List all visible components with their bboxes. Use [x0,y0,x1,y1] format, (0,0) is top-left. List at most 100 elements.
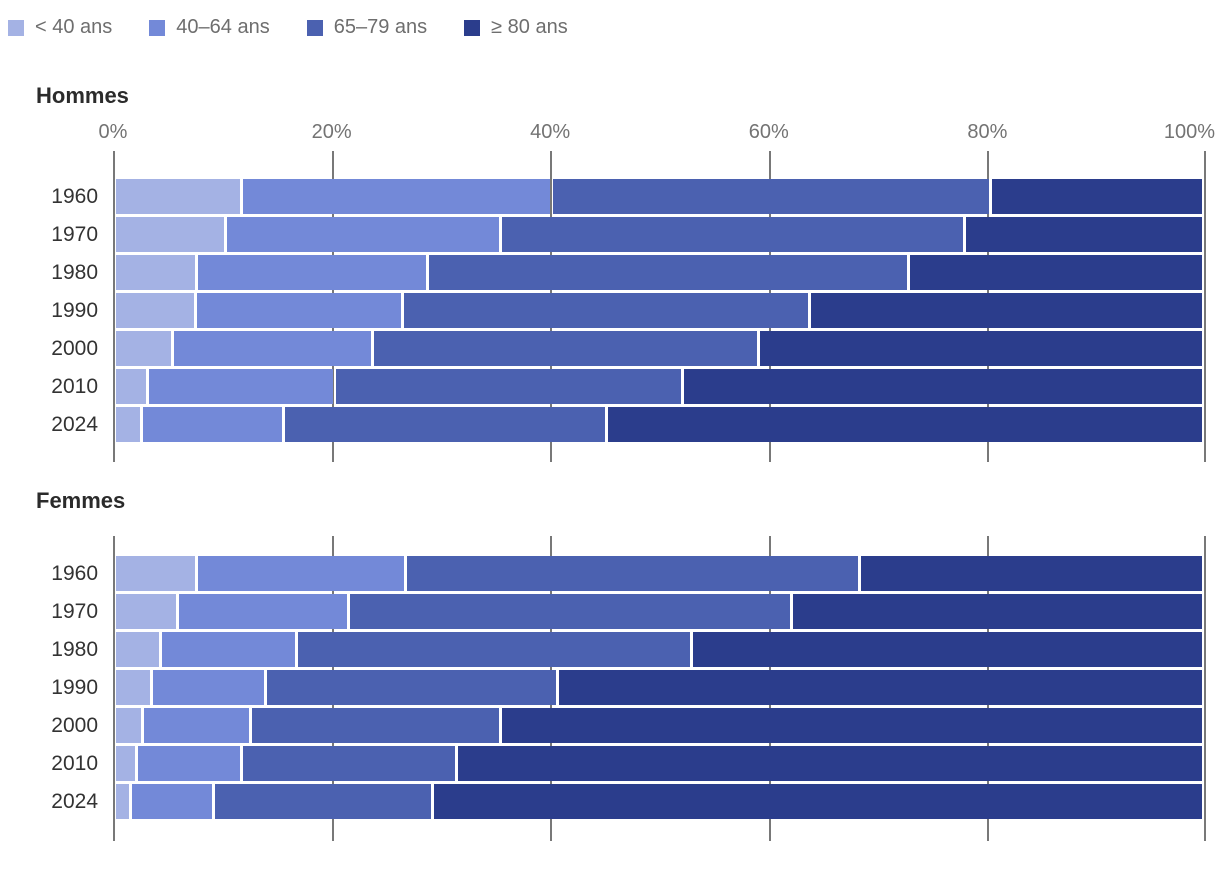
bar-segment [284,407,605,442]
bar-segment [197,255,426,290]
y-axis: 1960 1970 1980 1990 2000 2010 2024 [0,536,113,841]
x-axis-tick-label: 40% [530,121,571,143]
x-axis-tick-label: 20% [311,121,352,143]
year-label: 1990 [51,299,98,322]
bar-rows [116,179,1202,442]
bar-segment [149,369,334,404]
x-axis-tick-label: 100% [1163,121,1215,143]
bar-segment [683,369,1202,404]
bar-segment [502,217,964,252]
bar-segment [760,331,1202,366]
bar-rows [116,556,1203,819]
bar-segment [910,255,1202,290]
year-label: 2000 [51,337,98,360]
legend-item[interactable]: 65–79 ans [306,16,428,39]
year-label: 1980 [51,638,98,661]
x-axis: 0% 20% 40% 60% 80% 100% [99,121,1215,147]
year-label: 1960 [51,185,98,208]
year-label: 2000 [51,714,98,737]
bar-segment [267,670,557,705]
bar-segment [792,594,1203,629]
bar-segment [197,556,405,591]
bar-row [116,179,1202,214]
bar-segment [811,293,1202,328]
legend-swatch-icon [149,19,166,36]
bar-segment [116,331,171,366]
legend-label: ≥ 80 ans [491,16,568,38]
gridline [1204,536,1206,841]
bar-segment [860,556,1202,591]
bar-segment [173,331,372,366]
bar-segment [407,556,858,591]
bar-segment [991,179,1202,214]
x-axis-tick-label: 80% [967,121,1008,143]
bar-segment [428,255,908,290]
plot-area [113,151,1206,462]
bar-segment [297,632,690,667]
bar-row [116,369,1202,404]
year-label: 1980 [51,261,98,284]
bar-segment [116,746,136,781]
bar-segment [116,293,194,328]
year-label: 1970 [51,223,98,246]
bar-segment [196,293,402,328]
bar-segment [350,594,790,629]
legend-item[interactable]: < 40 ans [8,16,112,39]
chart-panel: 1960 1970 1980 1990 2000 2010 2024 [0,151,1206,462]
bar-segment [116,708,141,743]
bar-segment [607,407,1202,442]
bar-segment [552,179,989,214]
bar-segment [457,746,1202,781]
bar-segment [116,369,147,404]
bar-segment [143,708,250,743]
x-axis-tick-label: 0% [98,121,128,143]
bar-segment [131,784,212,819]
bar-row [116,331,1202,366]
gridline [113,536,115,841]
year-label: 2010 [51,752,98,775]
bar-segment [138,746,240,781]
legend-swatch-icon [464,19,481,36]
bar-row [116,255,1202,290]
bar-segment [116,255,195,290]
legend-swatch-icon [306,19,323,36]
bar-segment [252,708,499,743]
bar-segment [434,784,1203,819]
bar-segment [142,407,282,442]
legend-item[interactable]: ≥ 80 ans [464,16,568,39]
bar-segment [966,217,1202,252]
bar-segment [116,632,160,667]
bar-segment [214,784,432,819]
legend-label: < 40 ans [35,16,113,38]
plot-area [113,536,1206,841]
legend-item[interactable]: 40–64 ans [149,16,270,39]
bar-segment [116,670,151,705]
bar-segment [226,217,500,252]
bar-segment [242,746,455,781]
x-axis-tick-label: 60% [748,121,789,143]
bar-segment [116,179,240,214]
gridline [1204,151,1206,462]
bar-row [116,670,1203,705]
bar-segment [501,708,1202,743]
bar-segment [179,594,348,629]
legend-label: 65–79 ans [333,16,428,38]
bar-segment [116,217,224,252]
bar-row [116,407,1202,442]
year-label: 2010 [51,375,98,398]
panel-title: Femmes [36,488,126,513]
year-label: 1960 [51,562,98,585]
gridline [113,151,115,462]
bar-segment [692,632,1202,667]
bar-segment [116,407,140,442]
bar-row [116,632,1202,667]
legend-label: 40–64 ans [176,16,270,38]
bar-segment [116,594,177,629]
bar-row [116,556,1202,591]
bar-segment [242,179,550,214]
panel-title: Hommes [36,83,129,108]
bar-row [116,708,1202,743]
bar-segment [404,293,809,328]
bar-segment [336,369,681,404]
bar-row [116,746,1202,781]
